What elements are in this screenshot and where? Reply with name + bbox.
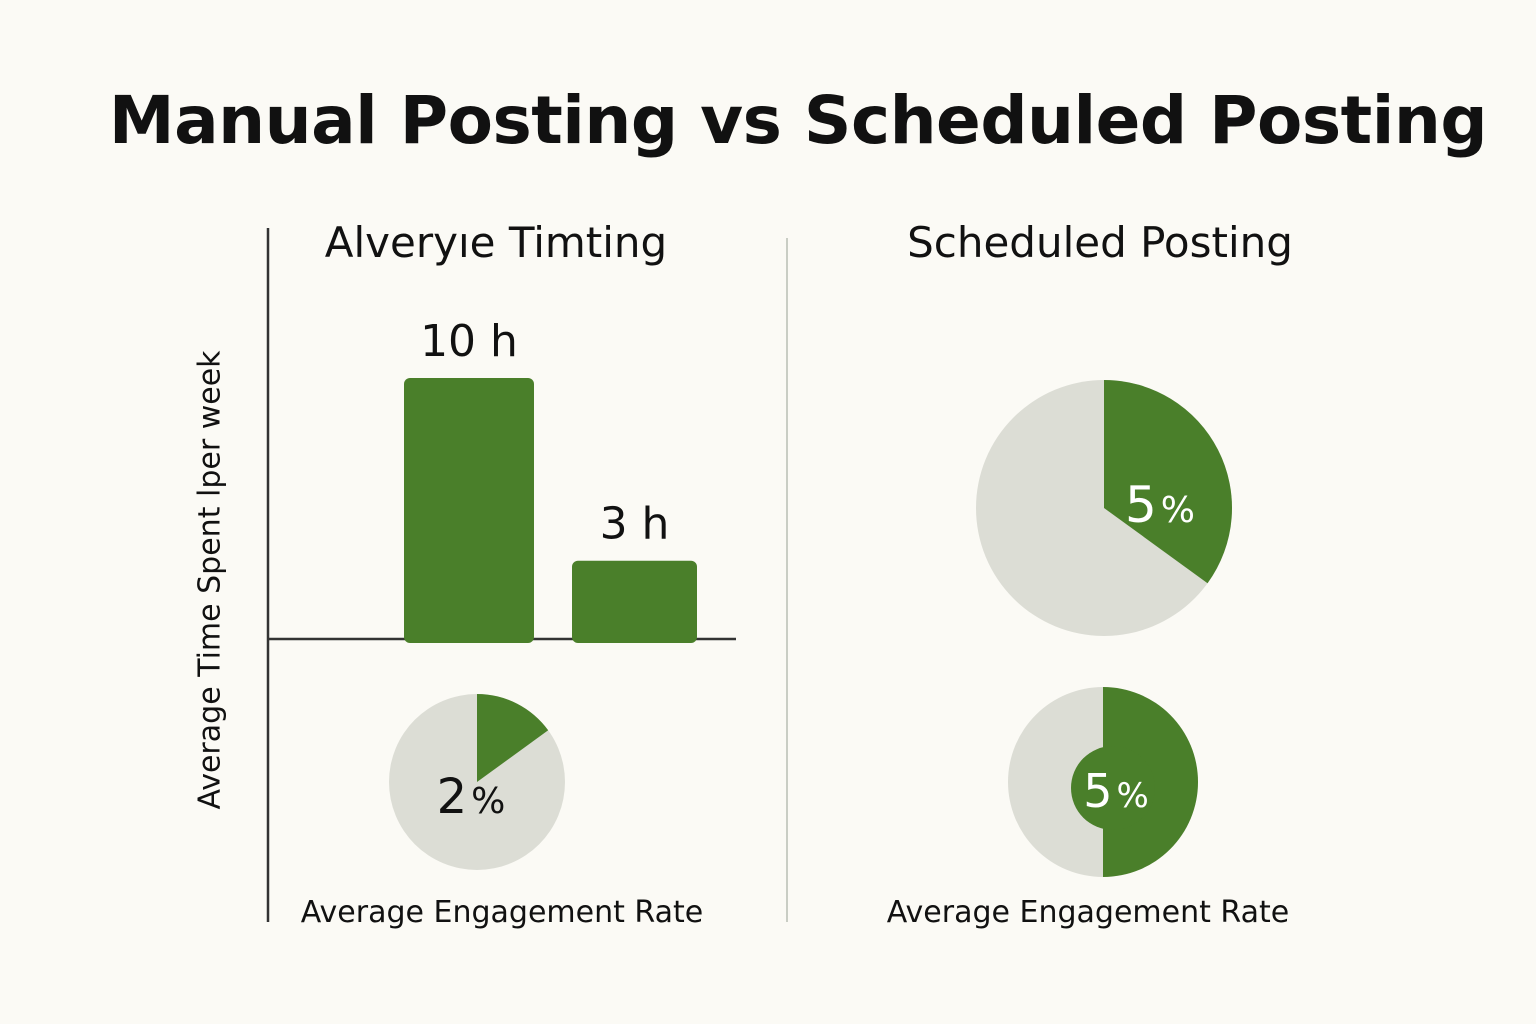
manual-engagement-label: Average Engagement Rate <box>300 895 704 930</box>
scheduled-engagement-label: Average Engagement Rate <box>886 895 1290 930</box>
pie-value-label-2: 5% <box>1125 476 1195 534</box>
bar-value-label-2: 3 h <box>600 499 670 550</box>
main-title: Manual Posting vs Scheduled Posting <box>108 82 1488 159</box>
pie-value-label-3: 5% <box>1083 764 1149 818</box>
bar-1 <box>404 378 534 643</box>
bar-value-label-1: 10 h <box>420 316 518 367</box>
bars-group: 10 h 3 h <box>404 316 697 643</box>
pie-center-3 <box>1071 746 1155 830</box>
manual-section-title: Alveryıe Timting <box>324 218 668 267</box>
pie-value-label-1: 2% <box>437 769 506 825</box>
pie-slice-1 <box>477 694 549 782</box>
scheduled-section-title: Scheduled Posting <box>907 218 1293 267</box>
bar-2 <box>572 560 697 643</box>
pie-slice-2 <box>1104 380 1232 584</box>
pies-group: 2 % 5 % 5% <box>389 380 1232 877</box>
